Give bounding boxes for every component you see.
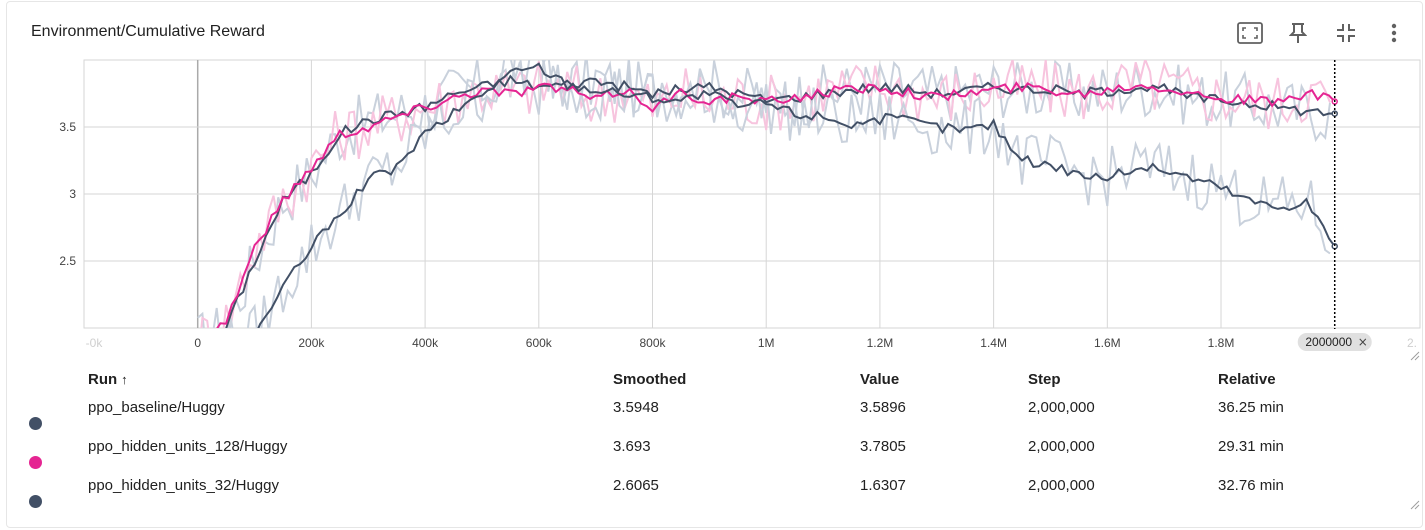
sort-ascending-icon: ↑ — [121, 372, 128, 387]
pin-icon — [1289, 23, 1307, 43]
fit-domain-icon — [1237, 22, 1263, 44]
run-column-header[interactable]: Run ↑ — [88, 371, 128, 388]
x-edge-label: 2. — [1407, 336, 1417, 350]
smoothed-value: 3.693 — [613, 438, 651, 455]
relative-column-header[interactable]: Relative — [1218, 371, 1276, 388]
step-value: 2,000,000 — [1028, 477, 1095, 494]
raw-series-line — [200, 60, 1331, 328]
run-column-label: Run — [88, 371, 118, 388]
collapse-icon — [1337, 24, 1355, 42]
x-tick-label: 1.6M — [1094, 336, 1121, 350]
more-options-button[interactable] — [1370, 18, 1418, 48]
x-tick-label: 1.4M — [980, 336, 1007, 350]
more-vert-icon — [1391, 23, 1397, 43]
relative-time: 32.76 min — [1218, 477, 1284, 494]
relative-time: 36.25 min — [1218, 399, 1284, 416]
value-column-header[interactable]: Value — [860, 371, 900, 388]
x-tick-label: 1M — [758, 336, 775, 350]
series-line[interactable] — [198, 81, 1336, 343]
run-name: ppo_hidden_units_32/Huggy — [88, 477, 279, 494]
line-chart[interactable]: 0 200k 400k 600k 800k 1M 1.2M 1.4M 1.6M 1.8M -0k 2.… — [0, 58, 1425, 358]
x-tick-label: 1.2M — [867, 336, 894, 350]
x-tick-label: 1.8M — [1208, 336, 1235, 350]
y-tick-label: 2.5 — [59, 254, 76, 268]
fit-domain-button[interactable] — [1226, 18, 1274, 48]
run-name: ppo_hidden_units_128/Huggy — [88, 438, 288, 455]
y-tick-label: 3 — [69, 187, 76, 201]
raw-value: 3.5896 — [860, 399, 906, 416]
run-color-dot[interactable] — [29, 456, 42, 469]
chart-resize-handle[interactable] — [1410, 351, 1420, 361]
collapse-button[interactable] — [1322, 18, 1370, 48]
table-row[interactable]: ppo_hidden_units_32/Huggy 2.6065 1.6307 … — [0, 477, 1425, 507]
run-color-dot[interactable] — [29, 495, 42, 508]
table-row[interactable]: ppo_hidden_units_128/Huggy 3.693 3.7805 … — [0, 438, 1425, 468]
card-toolbar — [1226, 18, 1418, 48]
raw-value: 3.7805 — [860, 438, 906, 455]
smoothed-value: 2.6065 — [613, 477, 659, 494]
x-tick-label: 0 — [194, 336, 201, 350]
step-value: 2,000,000 — [1028, 438, 1095, 455]
relative-time: 29.31 min — [1218, 438, 1284, 455]
run-name: ppo_baseline/Huggy — [88, 399, 225, 416]
smoothed-value: 3.5948 — [613, 399, 659, 416]
series-line[interactable] — [198, 62, 1336, 358]
table-row[interactable]: ppo_baseline/Huggy 3.5948 3.5896 2,000,0… — [0, 399, 1425, 429]
run-color-dot[interactable] — [29, 417, 42, 430]
card-title: Environment/Cumulative Reward — [31, 23, 265, 40]
smoothed-column-header[interactable]: Smoothed — [613, 371, 687, 388]
step-column-header[interactable]: Step — [1028, 371, 1061, 388]
x-tick-label: 400k — [412, 336, 439, 350]
table-resize-handle[interactable] — [1410, 500, 1420, 510]
y-tick-label: 3.5 — [59, 120, 76, 134]
hover-step-chip[interactable] — [1297, 333, 1372, 351]
series-line[interactable] — [198, 74, 1335, 344]
x-tick-label: 200k — [298, 336, 325, 350]
step-value: 2,000,000 — [1028, 399, 1095, 416]
x-tick-label: 600k — [526, 336, 553, 350]
hover-step-label: 2000000 — [1305, 335, 1352, 349]
x-tick-label: 800k — [639, 336, 666, 350]
close-icon[interactable]: × — [1358, 335, 1368, 349]
pin-button[interactable] — [1274, 18, 1322, 48]
raw-value: 1.6307 — [860, 477, 906, 494]
x-edge-label: -0k — [86, 336, 104, 350]
